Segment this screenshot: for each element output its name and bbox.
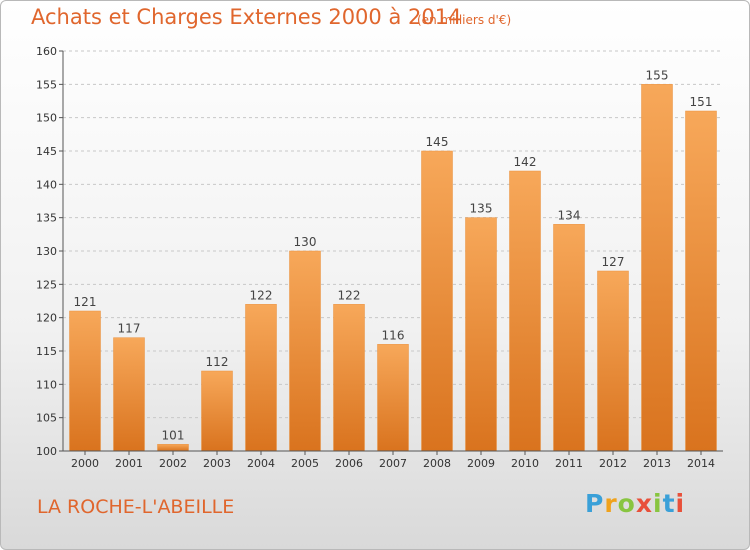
x-tick-label: 2001: [115, 457, 143, 470]
bar-value-label: 142: [514, 155, 537, 169]
y-tick-label: 135: [36, 212, 57, 225]
bar-2001[interactable]: [113, 337, 145, 452]
y-tick-label: 105: [36, 412, 57, 425]
bar-2003[interactable]: [201, 370, 233, 452]
bar-value-label: 127: [602, 255, 625, 269]
x-tick-label: 2004: [247, 457, 275, 470]
bar-2006[interactable]: [333, 304, 365, 452]
x-tick-label: 2000: [71, 457, 99, 470]
bar-value-label: 121: [74, 295, 97, 309]
y-tick-label: 140: [36, 178, 57, 191]
proxiti-logo[interactable]: Proxiti: [585, 489, 686, 518]
y-tick-label: 150: [36, 112, 57, 125]
x-tick-label: 2008: [423, 457, 451, 470]
bar-value-label: 117: [118, 322, 141, 336]
bar-value-label: 151: [690, 95, 713, 109]
bar-value-label: 135: [470, 202, 493, 216]
x-tick-label: 2006: [335, 457, 363, 470]
x-tick-label: 2011: [555, 457, 583, 470]
x-tick-label: 2014: [687, 457, 715, 470]
x-tick-label: 2012: [599, 457, 627, 470]
x-tick-label: 2003: [203, 457, 231, 470]
bar-value-label: 112: [206, 355, 229, 369]
x-tick-label: 2005: [291, 457, 319, 470]
bar-value-label: 101: [162, 428, 185, 442]
y-tick-label: 155: [36, 78, 57, 91]
bar-value-label: 130: [294, 235, 317, 249]
bar-2014[interactable]: [685, 110, 717, 452]
bar-2002[interactable]: [157, 444, 189, 452]
bar-value-label: 155: [646, 68, 669, 82]
bar-2000[interactable]: [69, 310, 101, 452]
bar-2005[interactable]: [289, 250, 321, 452]
x-tick-label: 2002: [159, 457, 187, 470]
y-tick-label: 100: [36, 445, 57, 458]
bar-2009[interactable]: [465, 217, 497, 452]
y-tick-label: 160: [36, 45, 57, 58]
y-tick-label: 130: [36, 245, 57, 258]
bar-value-label: 134: [558, 208, 581, 222]
y-tick-label: 145: [36, 145, 57, 158]
bar-2004[interactable]: [245, 304, 277, 452]
y-tick-label: 115: [36, 345, 57, 358]
x-tick-label: 2007: [379, 457, 407, 470]
bar-value-label: 145: [426, 135, 449, 149]
bar-2012[interactable]: [597, 270, 629, 452]
chart-subtitle: (en milliers d'€): [417, 13, 512, 27]
bar-value-label: 122: [250, 288, 273, 302]
y-tick-label: 120: [36, 312, 57, 325]
bar-2007[interactable]: [377, 344, 409, 452]
bar-2010[interactable]: [509, 170, 541, 452]
chart-title: Achats et Charges Externes 2000 à 2014: [31, 5, 462, 29]
y-tick-label: 110: [36, 378, 57, 391]
bar-2008[interactable]: [421, 150, 453, 452]
x-tick-label: 2010: [511, 457, 539, 470]
location-label: LA ROCHE-L'ABEILLE: [37, 496, 235, 518]
x-tick-label: 2013: [643, 457, 671, 470]
bar-value-label: 122: [338, 288, 361, 302]
y-tick-label: 125: [36, 278, 57, 291]
bar-2013[interactable]: [641, 84, 673, 452]
bar-2011[interactable]: [553, 224, 585, 452]
x-tick-label: 2009: [467, 457, 495, 470]
bar-value-label: 116: [382, 328, 405, 342]
